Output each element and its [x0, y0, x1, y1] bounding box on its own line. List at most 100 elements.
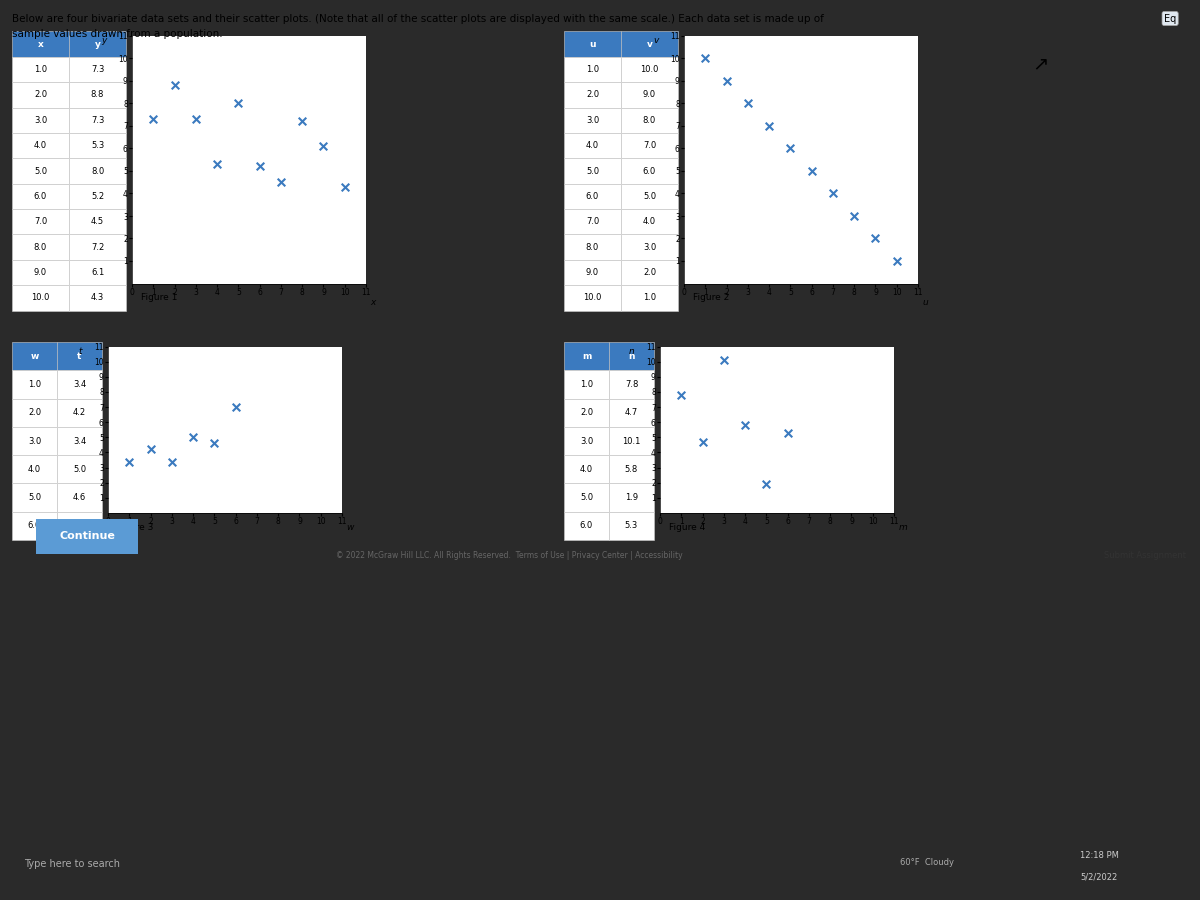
Text: m: m — [582, 352, 592, 361]
Text: Figure 1: Figure 1 — [142, 293, 178, 302]
Text: ↗: ↗ — [1032, 54, 1049, 73]
Text: Figure 2: Figure 2 — [694, 293, 730, 302]
Text: 5.2: 5.2 — [91, 192, 104, 201]
Point — [335, 180, 354, 194]
Text: 2.0: 2.0 — [643, 268, 656, 277]
Bar — [70, 82, 126, 108]
Text: Figure 3: Figure 3 — [118, 523, 154, 532]
Text: u: u — [923, 299, 929, 308]
Text: v: v — [653, 36, 659, 45]
Bar — [70, 158, 126, 184]
Point — [205, 436, 224, 451]
Text: Below are four bivariate data sets and their scatter plots. (Note that all of th: Below are four bivariate data sets and t… — [12, 14, 824, 23]
Point — [778, 426, 797, 440]
Bar — [622, 133, 678, 158]
Text: Submit Assignment: Submit Assignment — [1104, 551, 1186, 560]
Bar — [622, 57, 678, 82]
Text: 1.0: 1.0 — [643, 293, 656, 302]
Text: 4.0: 4.0 — [586, 141, 599, 150]
Bar — [564, 234, 622, 260]
Text: w: w — [347, 523, 354, 532]
Text: Continue: Continue — [59, 531, 115, 542]
Text: 5.0: 5.0 — [73, 464, 86, 473]
Text: 7.0: 7.0 — [73, 521, 86, 530]
Bar — [610, 342, 654, 370]
Text: 3.0: 3.0 — [34, 116, 47, 125]
Bar — [564, 184, 622, 209]
Text: 10.1: 10.1 — [623, 436, 641, 446]
Bar — [58, 455, 102, 483]
Text: 6.0: 6.0 — [586, 192, 599, 201]
Bar — [58, 342, 102, 370]
Text: 2.0: 2.0 — [28, 409, 41, 418]
Bar — [622, 82, 678, 108]
Bar — [622, 285, 678, 310]
Point — [162, 454, 181, 469]
Text: 4.3: 4.3 — [91, 293, 104, 302]
Text: m: m — [899, 523, 907, 532]
Bar — [622, 158, 678, 184]
Text: Type here to search: Type here to search — [24, 859, 120, 869]
Point — [887, 254, 906, 268]
Bar — [564, 158, 622, 184]
Text: 2.0: 2.0 — [34, 90, 47, 99]
Text: 7.2: 7.2 — [91, 243, 104, 252]
Point — [120, 454, 139, 469]
Text: 4.2: 4.2 — [73, 409, 86, 418]
Text: n: n — [629, 352, 635, 361]
Bar — [70, 234, 126, 260]
Text: 3.4: 3.4 — [73, 380, 86, 389]
Bar — [564, 32, 622, 57]
Text: 10.0: 10.0 — [641, 65, 659, 74]
Text: 4.0: 4.0 — [580, 464, 593, 473]
Point — [714, 353, 733, 367]
Bar — [12, 158, 70, 184]
Bar — [564, 370, 610, 399]
Text: 1.0: 1.0 — [34, 65, 47, 74]
Bar — [70, 260, 126, 285]
Bar — [564, 427, 610, 455]
Text: 5/2/2022: 5/2/2022 — [1080, 873, 1117, 882]
Point — [250, 159, 269, 174]
Bar — [58, 483, 102, 512]
Point — [760, 119, 779, 133]
Text: 3.0: 3.0 — [586, 116, 599, 125]
Bar — [58, 370, 102, 399]
Point — [716, 74, 736, 88]
Bar — [12, 427, 58, 455]
Text: 9.0: 9.0 — [586, 268, 599, 277]
Bar — [12, 399, 58, 427]
Bar — [70, 108, 126, 133]
Point — [757, 477, 776, 491]
Text: 4.6: 4.6 — [73, 493, 86, 502]
Bar — [12, 184, 70, 209]
Text: 6.0: 6.0 — [28, 521, 41, 530]
Text: 9.0: 9.0 — [643, 90, 656, 99]
Text: 4.5: 4.5 — [91, 217, 104, 226]
Point — [229, 96, 248, 111]
Text: 9.0: 9.0 — [34, 268, 47, 277]
Text: t: t — [78, 346, 82, 356]
Text: y: y — [95, 40, 101, 49]
Text: 7.0: 7.0 — [586, 217, 599, 226]
Bar — [622, 32, 678, 57]
Text: 2.0: 2.0 — [586, 90, 599, 99]
Bar — [12, 32, 70, 57]
Text: 4.0: 4.0 — [28, 464, 41, 473]
Text: 8.0: 8.0 — [643, 116, 656, 125]
Text: 6.0: 6.0 — [643, 166, 656, 176]
Point — [271, 175, 290, 190]
Bar — [58, 399, 102, 427]
Bar — [564, 82, 622, 108]
Text: 10.0: 10.0 — [583, 293, 601, 302]
Text: 5.0: 5.0 — [643, 192, 656, 201]
Point — [736, 418, 755, 432]
Bar — [12, 234, 70, 260]
Bar — [12, 285, 70, 310]
Text: 1.9: 1.9 — [625, 493, 638, 502]
Bar — [564, 342, 610, 370]
Bar — [564, 285, 622, 310]
Bar — [622, 108, 678, 133]
Text: 1.0: 1.0 — [586, 65, 599, 74]
Text: 7.8: 7.8 — [625, 380, 638, 389]
